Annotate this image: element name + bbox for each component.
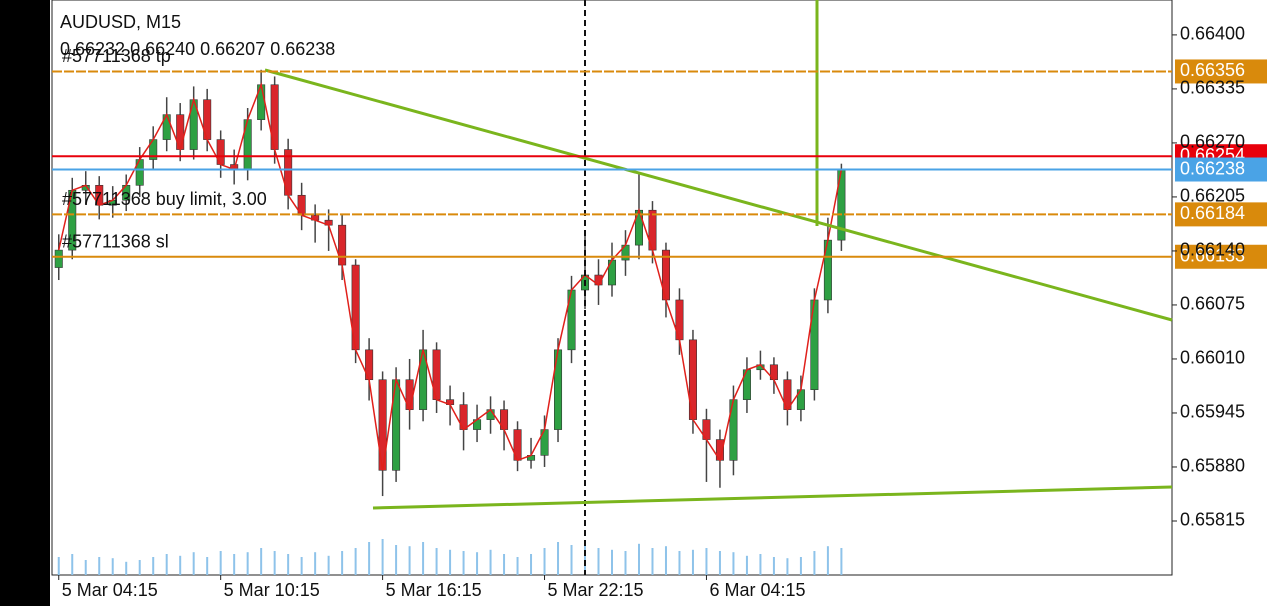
y-tick-label: 0.65880: [1180, 456, 1245, 476]
price-tag: 0.66238: [1175, 157, 1267, 182]
x-tick-label: 5 Mar 22:15: [548, 580, 644, 600]
x-tick-label: 5 Mar 16:15: [386, 580, 482, 600]
plot: [54, 69, 846, 575]
y-tick-label: 0.66270: [1180, 132, 1245, 152]
price-tag: 0.66133: [1175, 244, 1267, 269]
x-tick-label: 6 Mar 04:15: [709, 580, 805, 600]
x-tick-label: 5 Mar 04:15: [62, 580, 158, 600]
y-tick-label: 0.66140: [1180, 240, 1245, 260]
level-label: #57711368 sl: [62, 232, 169, 252]
trend-line: [264, 68, 1173, 322]
symbol-title: AUDUSD, M15: [60, 12, 181, 32]
price-tag-box: [1175, 157, 1267, 182]
y-tick-label: 0.66400: [1180, 24, 1245, 44]
overlay: #57711368 tp0.663560.662540.66238#577113…: [52, 46, 1267, 269]
candle-body: [54, 249, 63, 268]
x-tick-label: 5 Mar 10:15: [224, 580, 320, 600]
price-tag-label: 0.66184: [1180, 203, 1245, 223]
level-label: #57711368 tp: [62, 46, 171, 66]
y-tick-label: 0.65945: [1180, 402, 1245, 422]
price-tag: 0.66184: [1175, 202, 1267, 227]
left-edge: [0, 0, 50, 606]
price-tag-box: [1175, 59, 1267, 84]
moving-average: [58, 82, 843, 471]
price-tag-box: [1175, 244, 1267, 269]
y-tick-label: 0.66010: [1180, 348, 1245, 368]
y-tick-label: 0.66205: [1180, 186, 1245, 206]
y-tick-label: 0.66335: [1180, 78, 1245, 98]
level-label: #57711368 buy limit, 3.00: [62, 189, 267, 209]
price-tag: 0.66356: [1175, 59, 1267, 84]
trend-line: [372, 485, 1173, 510]
price-tag-box: [1175, 202, 1267, 227]
price-tag-label: 0.66133: [1180, 246, 1245, 266]
y-tick-label: 0.65815: [1180, 510, 1245, 530]
ohlc-readout: 0.66232 0.66240 0.66207 0.66238: [60, 39, 335, 59]
price-tag-label: 0.66356: [1180, 60, 1245, 80]
price-tag-label: 0.66238: [1180, 158, 1245, 178]
y-tick-label: 0.66075: [1180, 294, 1245, 314]
